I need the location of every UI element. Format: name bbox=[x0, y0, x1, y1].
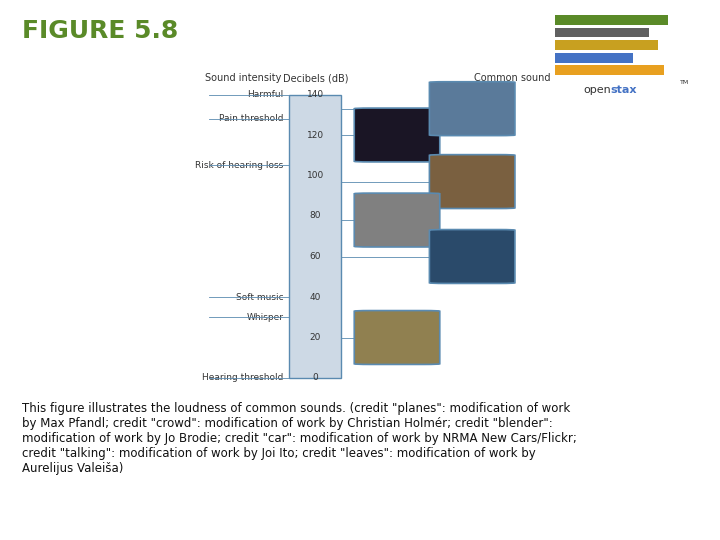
Text: TM: TM bbox=[680, 80, 690, 85]
Text: open: open bbox=[583, 85, 611, 95]
Text: Decibels (dB): Decibels (dB) bbox=[283, 73, 348, 83]
Bar bbox=[554, 40, 657, 50]
Text: 120: 120 bbox=[307, 131, 324, 139]
Text: Sound intensity: Sound intensity bbox=[204, 73, 281, 83]
Text: stax: stax bbox=[611, 85, 637, 95]
FancyBboxPatch shape bbox=[429, 154, 515, 208]
Text: Harmful: Harmful bbox=[247, 90, 283, 99]
Bar bbox=[289, 94, 341, 378]
Text: 60: 60 bbox=[310, 252, 321, 261]
Text: 140: 140 bbox=[307, 90, 324, 99]
Text: Whisper: Whisper bbox=[246, 313, 283, 322]
Text: 40: 40 bbox=[310, 293, 321, 301]
Text: Risk of hearing loss: Risk of hearing loss bbox=[195, 161, 283, 170]
FancyBboxPatch shape bbox=[354, 193, 440, 247]
Text: Common sound: Common sound bbox=[474, 73, 551, 83]
Text: 0: 0 bbox=[312, 374, 318, 382]
Text: This figure illustrates the loudness of common sounds. (credit "planes": modific: This figure illustrates the loudness of … bbox=[22, 402, 577, 475]
FancyBboxPatch shape bbox=[354, 108, 440, 162]
Bar bbox=[554, 28, 649, 37]
FancyBboxPatch shape bbox=[354, 310, 440, 365]
Bar bbox=[554, 15, 668, 25]
Text: 80: 80 bbox=[310, 212, 321, 220]
Text: Pain threshold: Pain threshold bbox=[219, 114, 283, 123]
Text: FIGURE 5.8: FIGURE 5.8 bbox=[22, 19, 178, 43]
Text: Hearing threshold: Hearing threshold bbox=[202, 374, 283, 382]
FancyBboxPatch shape bbox=[429, 82, 515, 136]
Text: 20: 20 bbox=[310, 333, 321, 342]
Bar bbox=[554, 53, 634, 63]
FancyBboxPatch shape bbox=[429, 230, 515, 284]
Bar bbox=[554, 65, 664, 75]
Text: 100: 100 bbox=[307, 171, 324, 180]
Text: Soft music: Soft music bbox=[235, 293, 283, 301]
